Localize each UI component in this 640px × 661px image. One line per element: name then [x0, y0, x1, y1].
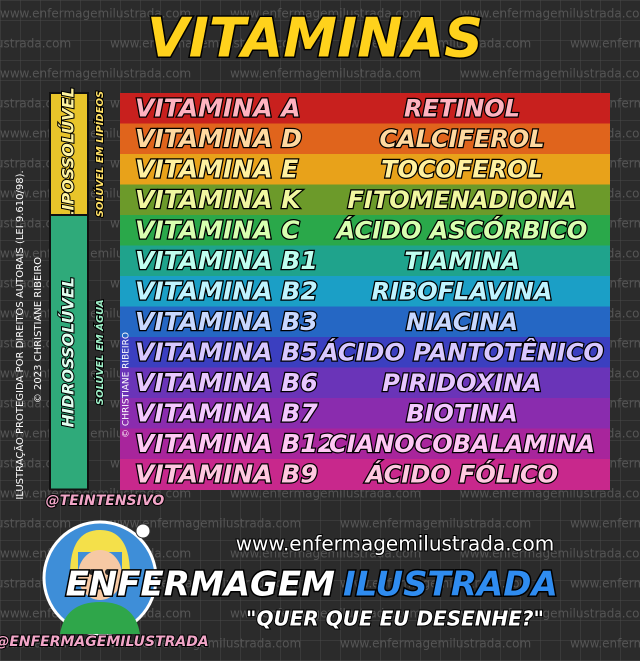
watermark: www.enfermagemilustrada.com — [230, 607, 421, 621]
watermark: www.enfermagemilustrada.com — [0, 67, 191, 81]
watermark: www.enfermagemilustrada.com — [340, 577, 531, 591]
compound: RIBOFLAVINA — [372, 277, 553, 305]
row-band — [120, 276, 610, 307]
title: VITAMINAS — [147, 7, 483, 70]
compound: TOCOFEROL — [381, 155, 543, 183]
vitamin: VITAMINA K — [135, 185, 302, 214]
row-band — [120, 93, 610, 124]
row-band — [120, 245, 610, 277]
watermark: www.enfermagemilustrada.com — [230, 547, 421, 561]
compound: CIANOCOBALAMINA — [329, 430, 595, 458]
vitamin: VITAMINA B5 — [135, 337, 318, 366]
watermark: www.enfermagemilustrada.com — [340, 517, 531, 531]
row-band — [120, 337, 610, 368]
compound: ÁCIDO ASCÓRBICO — [335, 214, 588, 244]
watermark: www.enfermagemilustrada.com — [340, 637, 531, 651]
watermark: www.enfermagemilustrada.com — [570, 637, 640, 651]
vitamin: VITAMINA B7 — [135, 398, 318, 427]
row-band — [120, 215, 610, 246]
row-band — [120, 184, 610, 216]
vitamin: VITAMINA B6 — [135, 368, 318, 397]
compound: BIOTINA — [406, 399, 518, 427]
vitamin: VITAMINA E — [135, 154, 298, 183]
compound: ÁCIDO FÓLICO — [364, 458, 558, 488]
vitamin: VITAMINA B9 — [135, 459, 318, 488]
group-label: LIPOSSOLÚVEL — [59, 87, 78, 220]
row-band — [120, 459, 610, 490]
watermark: www.enfermagemilustrada.com — [110, 577, 301, 591]
watermark: www.enfermagemilustrada.com — [570, 577, 640, 591]
vitamin: VITAMINA B12 — [135, 429, 335, 458]
site: www.enfermagemilustrada.com — [236, 532, 555, 556]
row-band — [120, 123, 610, 155]
vitamin: VITAMINA B1 — [135, 246, 318, 275]
watermark: www.enfermagemilustrada.com — [340, 37, 531, 51]
brand-1: ENFERMAGEM — [66, 565, 336, 605]
row-band — [120, 367, 610, 399]
watermark: www.enfermagemilustrada.com — [0, 37, 71, 51]
vitamin: VITAMINA A — [135, 93, 301, 122]
slogan: "QUER QUE EU DESENHE?" — [246, 607, 544, 631]
watermark: www.enfermagemilustrada.com — [0, 7, 191, 21]
watermark: www.enfermagemilustrada.com — [460, 67, 640, 81]
watermark: www.enfermagemilustrada.com — [110, 37, 301, 51]
watermark: www.enfermagemilustrada.com — [0, 637, 71, 651]
watermark: www.enfermagemilustrada.com — [460, 7, 640, 21]
watermark: www.enfermagemilustrada.com — [110, 637, 301, 651]
watermark: www.enfermagemilustrada.com — [230, 7, 421, 21]
handle-bottom: @ENFERMAGEMILUSTRADA — [0, 634, 209, 650]
copyright-short: © CHRISTIANE RIBEIRO — [122, 332, 132, 438]
avatar — [42, 520, 158, 636]
copyright: © 2023 CHRISTIANE RIBEIRO — [33, 257, 44, 403]
compound: CALCIFEROL — [380, 125, 545, 153]
watermark: www.enfermagemilustrada.com — [460, 547, 640, 561]
vitamin: VITAMINA C — [135, 215, 300, 244]
watermark: www.enfermagemilustrada.com — [570, 517, 640, 531]
compound: RETINOL — [404, 94, 520, 122]
compound: FITOMENADIONA — [348, 186, 577, 214]
row-band — [120, 398, 610, 429]
watermark: www.enfermagemilustrada.com — [110, 517, 301, 531]
watermark: www.enfermagemilustrada.com — [570, 37, 640, 51]
group-box — [49, 214, 89, 491]
compound: PIRIDOXINA — [382, 369, 542, 397]
law-notice: ILUSTRAÇÃO PROTEGIDA POR DIREITOS AUTORA… — [13, 170, 26, 499]
watermark: www.enfermagemilustrada.com — [0, 517, 71, 531]
brand-2: ILUSTRADA — [343, 565, 558, 605]
compound: NIACINA — [406, 308, 518, 336]
row-band — [120, 306, 610, 338]
vitamin: VITAMINA B2 — [135, 276, 318, 305]
handle-top: @TEINTENSIVO — [46, 493, 165, 509]
row-band — [120, 428, 610, 460]
watermark: www.enfermagemilustrada.com — [230, 67, 421, 81]
vitamin: VITAMINA B3 — [135, 307, 318, 336]
group-sublabel: SOLÚVEL EM LIPÍDEOS — [93, 91, 106, 217]
watermark: www.enfermagemilustrada.com — [460, 607, 640, 621]
compound: ÁCIDO PANTOTÊNICO — [318, 336, 604, 366]
vitamin: VITAMINA D — [135, 124, 302, 153]
row-band — [120, 154, 610, 185]
group-label: HIDROSSOLÚVEL — [59, 277, 78, 427]
group-sublabel: SOLÚVEL EM ÁGUA — [93, 299, 106, 405]
compound: TIAMINA — [404, 247, 519, 275]
